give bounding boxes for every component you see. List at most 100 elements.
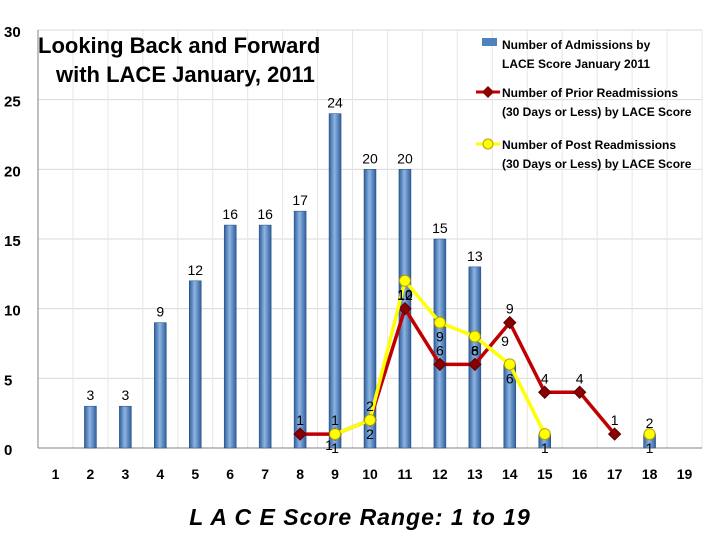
prior-marker-15 <box>538 385 552 399</box>
chart-title-line2: with LACE January, 2011 <box>55 62 315 87</box>
x-tick-19: 19 <box>677 466 693 482</box>
legend-prior-marker-icon <box>482 86 494 98</box>
bar-9 <box>328 113 342 449</box>
y-tick-20: 20 <box>4 163 21 180</box>
prior-label-13: 6 <box>471 342 479 358</box>
legend-prior-label-line1: Number of Prior Readmissions <box>502 86 678 100</box>
bar-12 <box>433 238 447 449</box>
x-tick-8: 8 <box>296 466 304 482</box>
extra-label-9: 9 <box>501 333 509 349</box>
prior-label-8: 1 <box>296 412 304 428</box>
prior-marker-16 <box>572 385 587 399</box>
x-tick-10: 10 <box>362 466 378 482</box>
post-marker-12 <box>433 316 446 329</box>
y-tick-25: 25 <box>4 94 21 111</box>
legend-post-label-line1: Number of Post Readmissions <box>502 138 676 152</box>
prior-marker-11 <box>398 301 412 316</box>
bar-label-10: 20 <box>362 150 378 166</box>
x-tick-4: 4 <box>156 466 164 482</box>
prior-label-16: 4 <box>576 370 584 386</box>
legend-admissions-swatch <box>482 38 497 46</box>
post-label-13: 8 <box>471 343 479 359</box>
post-marker-15 <box>538 428 551 441</box>
bar-label-2: 3 <box>87 387 95 403</box>
x-tick-11: 11 <box>398 466 413 482</box>
post-label-9: 1 <box>331 440 339 456</box>
prior-marker-12 <box>433 357 447 372</box>
y-tick-30: 30 <box>4 24 21 41</box>
bar-label-8: 17 <box>292 192 308 208</box>
bar-2 <box>84 405 97 449</box>
prior-label-17: 1 <box>611 412 619 428</box>
bar-label-18: 2 <box>646 415 654 431</box>
post-label-18: 1 <box>646 440 654 456</box>
post-label-14: 6 <box>506 370 514 386</box>
x-tick-2: 2 <box>87 466 95 482</box>
post-marker-14 <box>503 358 516 371</box>
post-label-10: 2 <box>366 426 374 442</box>
y-tick-0: 0 <box>4 442 12 459</box>
prior-label-14: 9 <box>506 301 514 317</box>
post-marker-18 <box>643 428 656 441</box>
bar-10 <box>363 169 377 449</box>
prior-label-15: 4 <box>541 370 549 386</box>
bar-4 <box>154 322 167 449</box>
x-axis-title: L A C E Score Range: 1 to 19 <box>189 504 531 530</box>
bar-label-7: 16 <box>257 206 273 222</box>
y-tick-10: 10 <box>4 303 21 320</box>
y-tick-15: 15 <box>4 233 21 250</box>
chart-title-line1: Looking Back and Forward <box>38 33 320 58</box>
bar-7 <box>258 224 272 449</box>
bar-8 <box>293 210 307 449</box>
extra-label-1: 1 <box>325 437 333 453</box>
prior-label-9: 1 <box>331 412 339 428</box>
y-tick-5: 5 <box>4 372 12 389</box>
prior-label-12: 6 <box>436 342 444 358</box>
post-marker-13 <box>468 330 481 343</box>
bar-label-12: 15 <box>432 220 448 236</box>
x-tick-17: 17 <box>607 466 623 482</box>
x-tick-5: 5 <box>191 466 199 482</box>
prior-marker-13 <box>468 357 482 372</box>
x-tick-12: 12 <box>432 466 448 482</box>
bar-label-13: 13 <box>467 248 483 264</box>
post-marker-10 <box>364 414 376 427</box>
x-tick-9: 9 <box>331 466 339 482</box>
x-tick-16: 16 <box>572 466 588 482</box>
bar-6 <box>223 224 237 449</box>
x-tick-14: 14 <box>502 466 518 482</box>
bar-label-11: 20 <box>397 150 413 166</box>
legend-admissions-label-line1: Number of Admissions by <box>502 38 651 52</box>
post-marker-9 <box>329 428 342 441</box>
bar-label-3: 3 <box>121 387 129 403</box>
prior-label-10: 2 <box>366 398 374 414</box>
x-tick-6: 6 <box>226 466 234 482</box>
bar-label-9: 24 <box>327 95 343 111</box>
bar-label-5: 12 <box>187 262 203 278</box>
bar-5 <box>189 280 202 449</box>
bar-label-6: 16 <box>222 206 238 222</box>
post-label-11: 12 <box>397 287 413 303</box>
x-tick-15: 15 <box>537 466 553 482</box>
legend-post-marker-icon <box>482 138 494 150</box>
bar-label-4: 9 <box>156 304 164 320</box>
legend-post-label-line2: (30 Days or Less) by LACE Score <box>502 157 692 171</box>
line-series <box>293 274 656 441</box>
prior-marker-8 <box>293 427 307 441</box>
legend: Number of Admissions by LACE Score Janua… <box>476 38 692 171</box>
gridlines <box>37 29 703 448</box>
x-tick-1: 1 <box>52 466 60 482</box>
x-tick-18: 18 <box>642 466 658 482</box>
legend-prior-label-line2: (30 Days or Less) by LACE Score <box>502 105 692 119</box>
prior-marker-17 <box>607 427 622 441</box>
post-marker-11 <box>398 274 411 287</box>
prior-label-11: 10 <box>397 287 413 303</box>
post-label-15: 1 <box>541 440 549 456</box>
chart-title: Looking Back and Forward with LACE Janua… <box>38 33 320 87</box>
x-tick-7: 7 <box>261 466 269 482</box>
bar-3 <box>119 405 132 449</box>
legend-admissions-label-line2: LACE Score January 2011 <box>502 57 650 71</box>
prior-marker-14 <box>503 315 517 330</box>
